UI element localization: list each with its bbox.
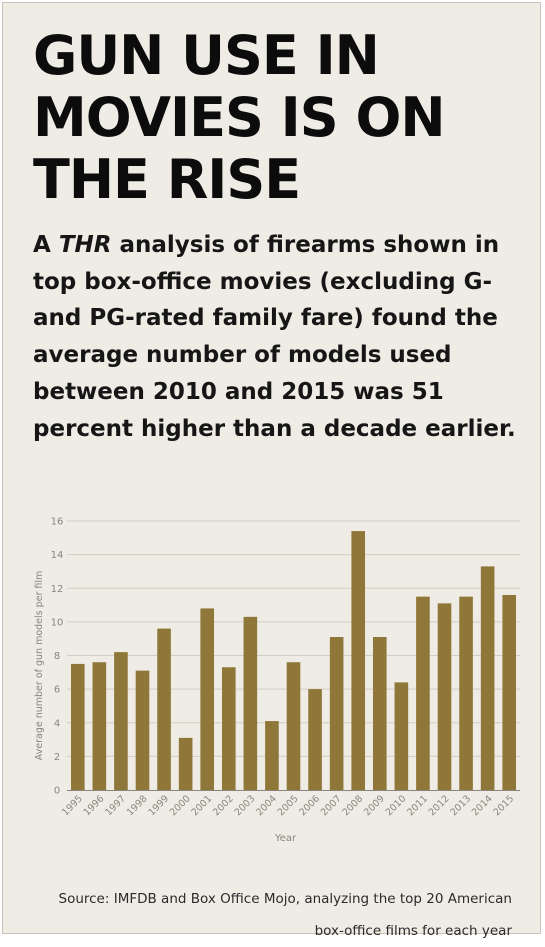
x-tick-label: 1997 <box>103 793 128 818</box>
bar <box>200 608 215 790</box>
y-tick-label: 14 <box>51 550 64 561</box>
bar <box>286 662 301 790</box>
bar <box>135 670 150 790</box>
x-tick-label: 2000 <box>168 793 193 818</box>
bar <box>221 667 236 790</box>
bar <box>372 637 387 790</box>
bar <box>178 737 193 790</box>
headline: GUN USE IN MOVIES IS ON THE RISE <box>33 24 446 211</box>
bar <box>394 682 409 790</box>
y-tick-label: 8 <box>54 651 60 662</box>
x-tick-label: 2007 <box>319 793 344 818</box>
deck-text-before: A <box>33 232 59 258</box>
x-tick-label: 2014 <box>470 793 495 818</box>
y-axis-title: Average number of gun models per film <box>34 571 45 761</box>
x-tick-label: 2012 <box>427 793 452 818</box>
bar <box>265 721 279 790</box>
bar <box>502 594 517 790</box>
bar <box>114 652 128 790</box>
bar <box>243 616 258 790</box>
source-note: Source: IMFDB and Box Office Mojo, analy… <box>58 891 513 939</box>
deck-text: A THR analysis of firearms shown in top … <box>33 227 533 447</box>
x-tick-label: 2001 <box>189 793 214 818</box>
y-tick-label: 4 <box>54 718 60 729</box>
bar <box>92 662 107 790</box>
x-tick-label: 1995 <box>60 793 85 818</box>
x-tick-label: 1999 <box>146 793 171 818</box>
deck-publication-name: THR <box>58 232 112 258</box>
x-tick-label: 2011 <box>405 793 430 818</box>
y-tick-label: 16 <box>51 517 64 528</box>
deck-text-after: analysis of firearms shown in top box-of… <box>33 232 516 442</box>
bar <box>459 596 473 790</box>
x-tick-label: 2010 <box>384 793 409 818</box>
x-tick-label: 2009 <box>362 793 387 818</box>
x-axis-title: Year <box>274 833 297 844</box>
x-tick-label: 2008 <box>340 793 365 818</box>
x-tick-label: 2013 <box>448 793 473 818</box>
x-tick-label: 2005 <box>276 793 301 818</box>
y-tick-label: 6 <box>54 685 60 696</box>
bar <box>329 637 344 790</box>
x-tick-label: 2002 <box>211 793 236 818</box>
x-tick-label: 1998 <box>125 793 150 818</box>
bar <box>480 566 495 790</box>
y-tick-label: 10 <box>51 617 64 628</box>
bar <box>437 603 452 790</box>
y-tick-label: 12 <box>51 584 64 595</box>
x-tick-label: 1996 <box>82 793 107 818</box>
bar <box>157 628 171 790</box>
bar <box>351 531 366 790</box>
bar <box>308 689 322 790</box>
bar-chart: 0246810121416199519961997199819992000200… <box>34 517 520 844</box>
y-tick-label: 0 <box>54 786 60 797</box>
bar <box>70 663 85 790</box>
y-tick-label: 2 <box>54 752 60 763</box>
x-tick-label: 2015 <box>491 793 516 818</box>
x-tick-label: 2003 <box>233 793 258 818</box>
bar <box>416 596 430 790</box>
x-tick-label: 2006 <box>297 793 322 818</box>
x-tick-label: 2004 <box>254 793 279 818</box>
